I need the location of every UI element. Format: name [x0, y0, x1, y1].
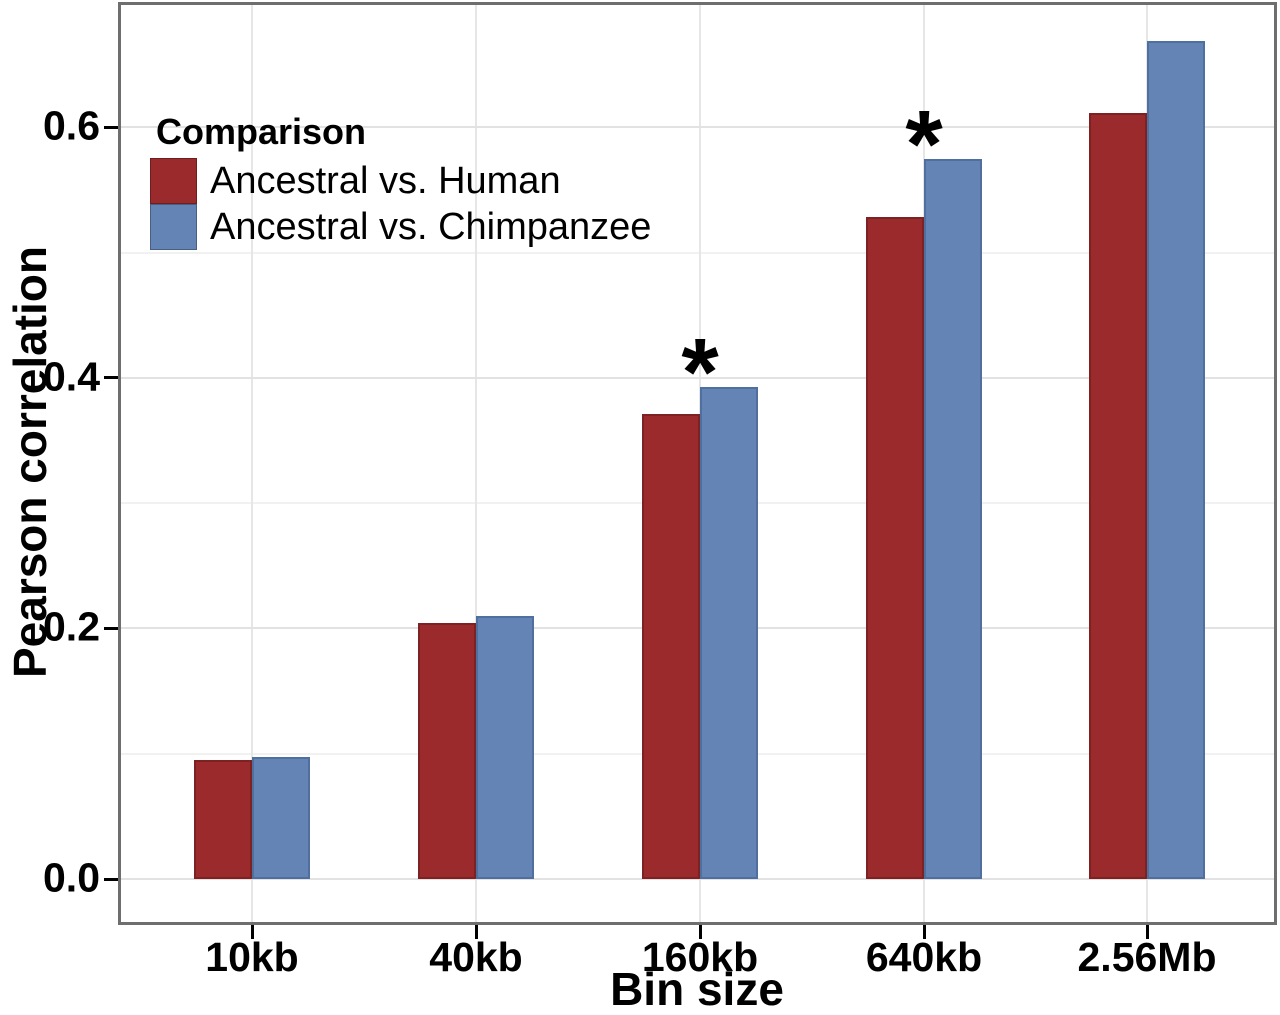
- bar-ancestral-vs-human-160kb: [642, 414, 700, 879]
- x-tick-mark: [474, 925, 478, 939]
- x-tick-mark: [250, 925, 254, 939]
- legend-swatch-human: [150, 158, 197, 204]
- bar-ancestral-vs-chimpanzee-40kb: [476, 615, 534, 879]
- plot-panel: * *: [118, 2, 1277, 925]
- x-tick-label: 2.56Mb: [1077, 934, 1217, 980]
- y-tick-mark: [104, 125, 118, 129]
- legend-label-chimpanzee: Ancestral vs. Chimpanzee: [210, 206, 652, 248]
- bar-ancestral-vs-chimpanzee-160kb: [700, 386, 758, 879]
- y-tick-label: 0.6: [43, 102, 100, 149]
- legend-label-human: Ancestral vs. Human: [210, 160, 561, 202]
- plot-area: * *: [121, 5, 1274, 922]
- x-tick-label: 640kb: [865, 934, 983, 980]
- minor-gridline: [121, 251, 1274, 254]
- x-tick-mark: [922, 925, 926, 939]
- legend-item-human: Ancestral vs. Human: [150, 158, 651, 204]
- x-tick-label: 40kb: [429, 934, 523, 980]
- x-axis-title: Bin size: [610, 963, 784, 1015]
- legend-title: Comparison: [156, 111, 367, 152]
- significance-asterisk-160kb: *: [681, 318, 719, 426]
- y-tick-mark: [104, 376, 118, 380]
- vertical-gridline: [475, 5, 477, 922]
- bar-ancestral-vs-chimpanzee-10kb: [252, 757, 310, 879]
- x-tick-label: 160kb: [641, 934, 759, 980]
- vertical-gridline: [251, 5, 253, 922]
- major-gridline: [121, 376, 1274, 379]
- bar-ancestral-vs-chimpanzee-2.56mb: [1147, 40, 1205, 879]
- legend-item-chimpanzee: Ancestral vs. Chimpanzee: [150, 204, 651, 250]
- x-tick-mark: [698, 925, 702, 939]
- bar-ancestral-vs-human-10kb: [194, 759, 252, 879]
- y-tick-mark: [104, 626, 118, 630]
- bar-ancestral-vs-human-40kb: [418, 623, 476, 879]
- legend-swatch-chimpanzee: [150, 204, 197, 250]
- bar-ancestral-vs-human-640kb: [866, 217, 924, 879]
- significance-asterisk-640kb: *: [905, 90, 943, 198]
- bar-ancestral-vs-chimpanzee-640kb: [924, 158, 982, 879]
- y-tick-mark: [104, 877, 118, 881]
- legend: Comparison Ancestral vs. Human Ancestral…: [150, 114, 651, 250]
- y-tick-label: 0.0: [43, 854, 100, 901]
- y-tick-label: 0.4: [43, 353, 100, 400]
- y-tick-label: 0.2: [43, 604, 100, 651]
- major-gridline: [121, 878, 1274, 880]
- x-tick-label: 10kb: [205, 934, 299, 980]
- bar-ancestral-vs-human-2.56mb: [1089, 113, 1147, 879]
- x-tick-mark: [1145, 925, 1149, 939]
- major-gridline: [121, 126, 1274, 129]
